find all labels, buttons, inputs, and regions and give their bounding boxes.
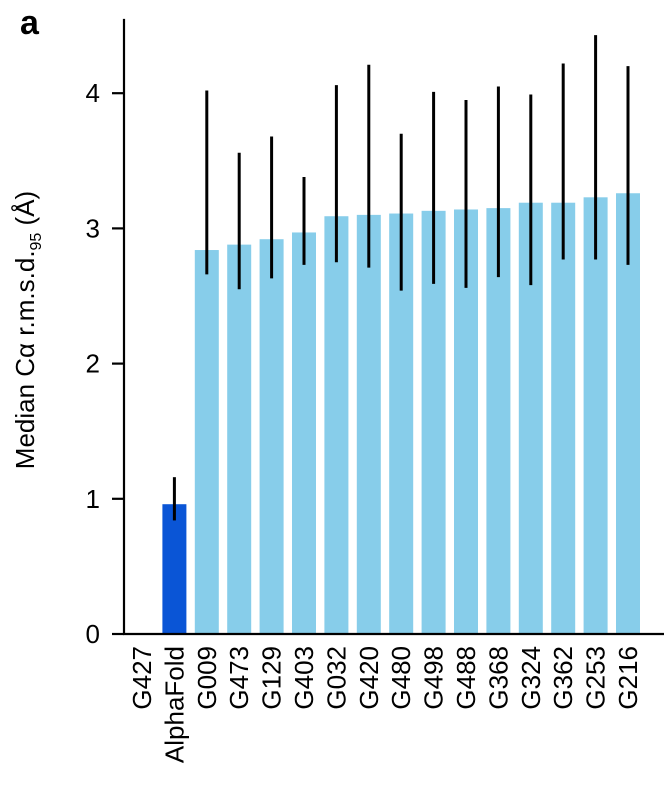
x-tick-label-g403: G403 xyxy=(289,646,319,710)
x-tick-label-g480: G480 xyxy=(386,646,416,710)
x-tick-label-g324: G324 xyxy=(516,646,546,710)
x-tick-label-g216: G216 xyxy=(613,646,643,710)
bar-alphafold xyxy=(162,504,187,634)
y-axis-title-main: Median Cα r.m.s.d. xyxy=(10,250,40,469)
y-axis-title-unit: (Å) xyxy=(10,191,40,233)
bar-g362 xyxy=(551,202,576,634)
y-tick-label-1: 1 xyxy=(86,484,100,514)
x-tick-labels: G427 AlphaFold G009 G473 G129 G403 G032 G420 G48… xyxy=(127,646,643,763)
error-bars-group xyxy=(172,35,630,521)
x-tick-label-g498: G498 xyxy=(419,646,449,710)
y-axis-title-subscript: 95 xyxy=(28,233,45,251)
bar-g420 xyxy=(356,214,381,634)
bars-group xyxy=(162,193,640,635)
x-tick-label-g368: G368 xyxy=(483,646,513,710)
x-tick-label-g473: G473 xyxy=(224,646,254,710)
x-tick-label-g420: G420 xyxy=(354,646,384,710)
x-tick-label-g427: G427 xyxy=(127,646,157,710)
bar-g253 xyxy=(583,197,608,634)
x-tick-label-alphafold: AlphaFold xyxy=(159,646,189,763)
y-tick-label-2: 2 xyxy=(86,349,100,379)
x-tick-label-g009: G009 xyxy=(192,646,222,710)
y-tick-labels: 0 1 2 3 4 xyxy=(86,78,100,649)
bar-g368 xyxy=(486,208,511,634)
x-tick-label-g032: G032 xyxy=(321,646,351,710)
x-tick-label-g362: G362 xyxy=(548,646,578,710)
x-tick-label-g253: G253 xyxy=(581,646,611,710)
y-tick-label-4: 4 xyxy=(86,78,100,108)
x-tick-label-g129: G129 xyxy=(257,646,287,710)
bar-g009 xyxy=(194,250,219,635)
bar-g129 xyxy=(259,239,284,634)
bar-g403 xyxy=(292,232,316,634)
y-tick-label-0: 0 xyxy=(86,619,100,649)
bar-g032 xyxy=(324,216,349,634)
x-tick-label-g488: G488 xyxy=(451,646,481,710)
y-tick-label-3: 3 xyxy=(86,213,100,243)
panel-label: a xyxy=(20,4,40,42)
bar-g216 xyxy=(616,193,640,635)
axes-group xyxy=(112,18,664,636)
y-axis-title: Median Cα r.m.s.d.95 (Å) xyxy=(10,191,45,469)
bar-g473 xyxy=(227,244,252,634)
